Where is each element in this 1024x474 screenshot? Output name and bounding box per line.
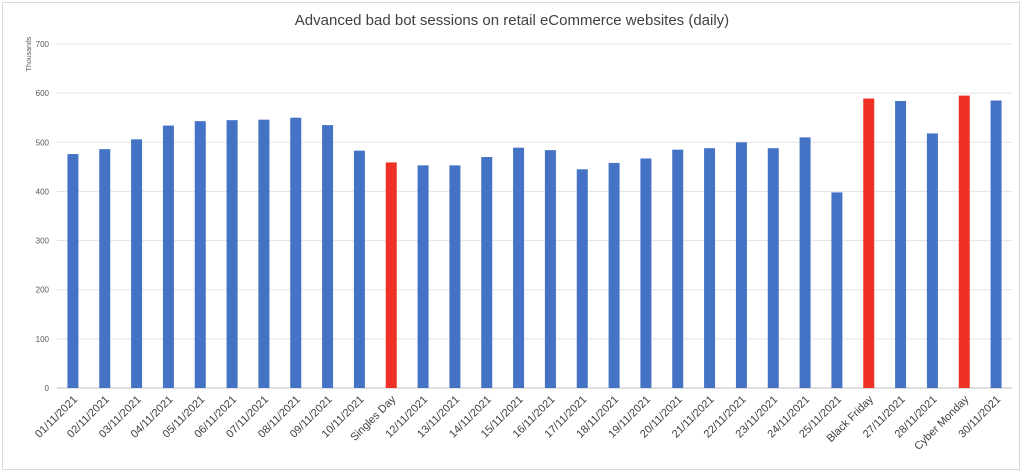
bar xyxy=(895,101,907,389)
bar xyxy=(226,120,238,389)
bar xyxy=(990,100,1002,388)
y-tick-label: 0 xyxy=(45,384,50,393)
bar xyxy=(608,162,620,388)
bar xyxy=(449,165,461,388)
bar xyxy=(863,98,875,388)
bar xyxy=(926,133,938,388)
bar xyxy=(194,121,206,388)
bar xyxy=(162,125,174,388)
bar xyxy=(481,157,493,388)
y-tick-label: 500 xyxy=(36,138,50,147)
y-tick-label: 200 xyxy=(36,286,50,295)
bar xyxy=(131,139,143,388)
y-axis-unit-label: Thousands xyxy=(26,36,33,71)
bar xyxy=(385,162,397,388)
bar xyxy=(544,150,556,388)
bar xyxy=(958,95,970,388)
bar xyxy=(640,158,652,388)
bar xyxy=(704,148,716,388)
bar xyxy=(353,150,365,388)
y-tick-label: 400 xyxy=(36,187,50,196)
bar xyxy=(290,117,302,388)
y-tick-label: 600 xyxy=(36,89,50,98)
y-tick-label: 300 xyxy=(36,237,50,246)
y-tick-label: 100 xyxy=(36,335,50,344)
bar xyxy=(799,137,811,388)
bar xyxy=(322,125,334,388)
bar xyxy=(576,169,588,388)
bar xyxy=(67,154,79,388)
bar xyxy=(767,148,779,388)
bar xyxy=(735,142,747,388)
bar xyxy=(99,149,111,388)
bar xyxy=(258,119,270,389)
chart-title: Advanced bad bot sessions on retail eCom… xyxy=(294,12,730,29)
bar xyxy=(672,149,684,388)
bar xyxy=(831,192,843,388)
y-tick-label: 700 xyxy=(36,40,50,49)
bar xyxy=(513,147,525,388)
bar xyxy=(417,165,429,388)
